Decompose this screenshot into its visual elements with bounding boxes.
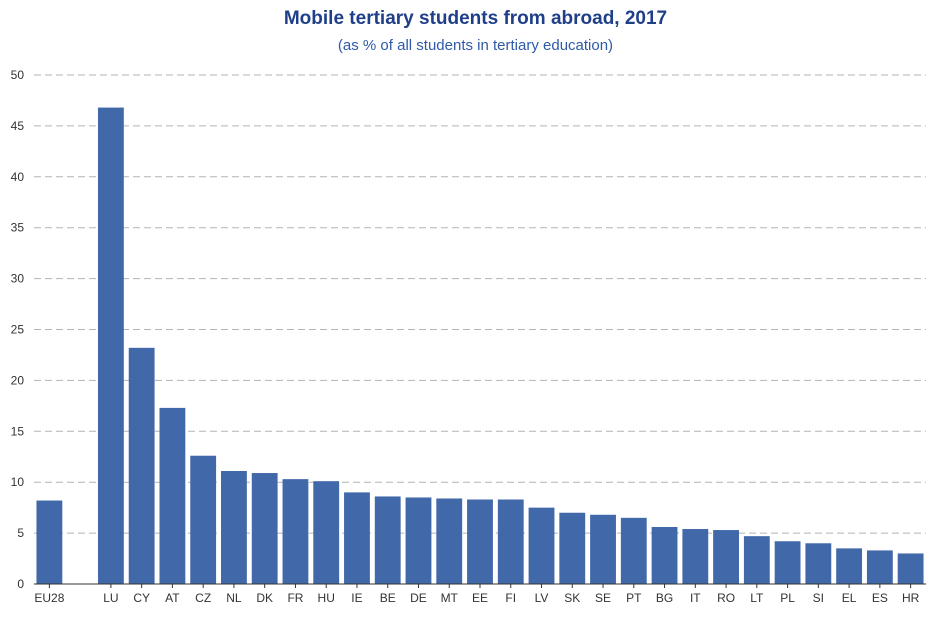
bar-ie	[344, 492, 370, 584]
x-tick-label: CY	[133, 591, 150, 605]
bar-ee	[467, 499, 493, 584]
bar-de	[405, 497, 432, 584]
bars	[36, 107, 924, 585]
bar-cy	[128, 347, 155, 584]
y-tick-label: 10	[11, 475, 25, 489]
bar-fi	[497, 499, 524, 584]
chart-subtitle: (as % of all students in tertiary educat…	[337, 37, 614, 54]
bar-mt	[436, 498, 463, 584]
x-tick-label: AT	[165, 591, 180, 605]
x-tick-label: EU28	[34, 591, 64, 605]
bar-lv	[528, 507, 555, 584]
bar-el	[836, 548, 863, 584]
y-tick-label: 40	[11, 170, 25, 184]
x-tick-label: DK	[256, 591, 273, 605]
y-tick-label: 50	[11, 68, 25, 82]
chart-title: Mobile tertiary students from abroad, 20…	[283, 8, 668, 29]
x-tick-label: LV	[535, 591, 549, 605]
bar-bg	[651, 526, 678, 584]
x-tick-label: ES	[872, 591, 888, 605]
x-tick-label: PL	[780, 591, 795, 605]
y-tick-label: 45	[11, 119, 25, 133]
x-tick-label: IE	[351, 591, 362, 605]
x-tick-label: BG	[656, 591, 673, 605]
x-tick-label: SE	[595, 591, 611, 605]
bar-lu	[97, 107, 124, 585]
y-tick-label: 15	[11, 424, 25, 438]
x-tick-label: RO	[717, 591, 735, 605]
bar-hu	[313, 481, 340, 584]
y-tick-label: 0	[17, 577, 24, 591]
x-tick-label: LU	[103, 591, 118, 605]
x-tick-label: SI	[813, 591, 824, 605]
bar-dk	[251, 473, 278, 584]
x-tick-label: NL	[226, 591, 242, 605]
x-tick-label: FI	[505, 591, 516, 605]
x-tick-label: DE	[410, 591, 427, 605]
bar-eu28	[36, 500, 63, 584]
x-tick-label: SK	[564, 591, 580, 605]
bar-cz	[190, 455, 217, 584]
y-tick-label: 20	[11, 373, 25, 387]
bar-pl	[774, 541, 801, 584]
bar-ro	[713, 530, 739, 584]
x-tick-label: IT	[690, 591, 701, 605]
bar-be	[374, 496, 401, 584]
x-tick-label: PT	[626, 591, 642, 605]
bar-pt	[620, 517, 647, 584]
y-tick-label: 30	[11, 272, 25, 286]
x-tick-label: LT	[750, 591, 764, 605]
bar-lt	[743, 536, 770, 584]
bar-si	[805, 543, 832, 584]
x-tick-label: HR	[902, 591, 920, 605]
x-tick-label: EL	[842, 591, 857, 605]
x-tick-label: MT	[441, 591, 459, 605]
x-tick-label: BE	[380, 591, 396, 605]
axes: 0 5 10 15 20 25 30 35 40 45 50 EU28 LU CY AT CZ NL DK FR HU…	[11, 68, 926, 605]
bar-sk	[559, 512, 586, 584]
x-tick-label: HU	[318, 591, 335, 605]
bar-fr	[282, 479, 309, 584]
bar-se	[590, 514, 616, 584]
bar-es	[866, 550, 893, 584]
bar-at	[159, 407, 186, 584]
y-tick-label: 25	[11, 323, 25, 337]
y-tick-label: 35	[11, 221, 25, 235]
bar-it	[682, 529, 709, 584]
x-tick-label: CZ	[195, 591, 211, 605]
x-tick-label: EE	[472, 591, 488, 605]
bar-nl	[221, 471, 247, 584]
bar-hr	[897, 553, 924, 584]
y-tick-label: 5	[17, 526, 24, 540]
x-tick-label: FR	[287, 591, 303, 605]
